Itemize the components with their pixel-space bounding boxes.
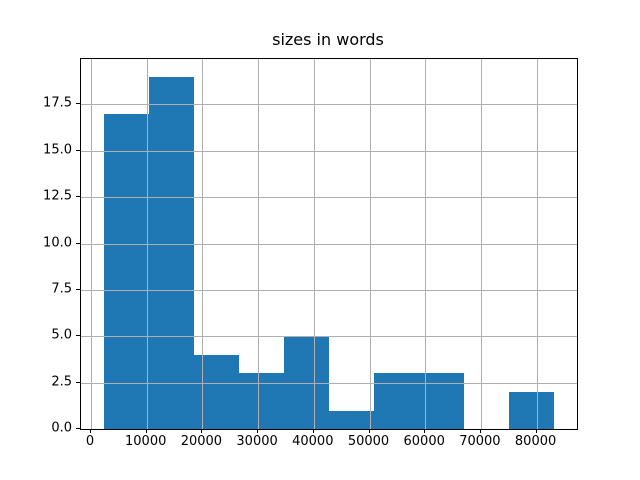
y-tick-mark [76,428,80,429]
x-axis-tick-label: 80000 [514,434,557,449]
x-tick-mark [312,429,314,433]
y-gridline [81,197,577,199]
y-tick-mark [76,381,80,383]
y-axis-tick-label: 15.0 [43,142,72,158]
y-gridline [81,336,577,338]
y-axis-tick-label: 2.5 [51,374,72,390]
chart-title: sizes in words [272,30,384,49]
x-axis-tick-label: 70000 [459,434,501,449]
x-axis-tick-label: 20000 [180,434,223,449]
x-tick-mark [145,429,147,433]
x-tick-mark [257,429,259,433]
x-axis-tick-label: 0 [85,434,95,449]
y-axis-tick-label: 5.0 [51,327,72,343]
y-tick-mark [76,103,80,105]
histogram-bar [103,113,149,429]
y-axis-tick-label: 17.5 [43,95,72,111]
y-gridline [81,243,577,245]
y-axis-tick-label: 0.0 [51,420,72,436]
histogram-bar [193,354,239,429]
histogram-bar [509,391,555,429]
y-axis-tick-label: 10.0 [43,235,72,250]
histogram-bar [328,410,374,429]
x-tick-mark [368,429,370,433]
y-tick-mark [76,242,80,244]
x-axis-tick-label: 30000 [236,434,278,449]
y-gridline [81,150,577,152]
y-axis-tick-label: 7.5 [51,281,72,297]
x-tick-mark [424,429,426,433]
y-tick-mark [76,335,80,337]
y-gridline [81,289,577,291]
y-gridline [81,382,577,384]
x-tick-mark [535,429,537,433]
y-gridline [81,104,577,106]
x-tick-mark [90,429,91,433]
y-axis-tick-label: 12.5 [43,188,72,204]
y-tick-mark [76,149,80,151]
x-axis-tick-label: 10000 [125,434,167,449]
y-tick-mark [76,196,80,198]
x-tick-mark [479,429,481,433]
x-axis-tick-label: 60000 [403,434,445,449]
plot-area [80,58,578,430]
x-tick-mark [201,429,203,433]
x-axis-tick-label: 50000 [347,434,390,449]
x-axis-tick-label: 40000 [292,434,334,449]
histogram-bar [148,76,194,429]
y-tick-mark [76,288,80,290]
